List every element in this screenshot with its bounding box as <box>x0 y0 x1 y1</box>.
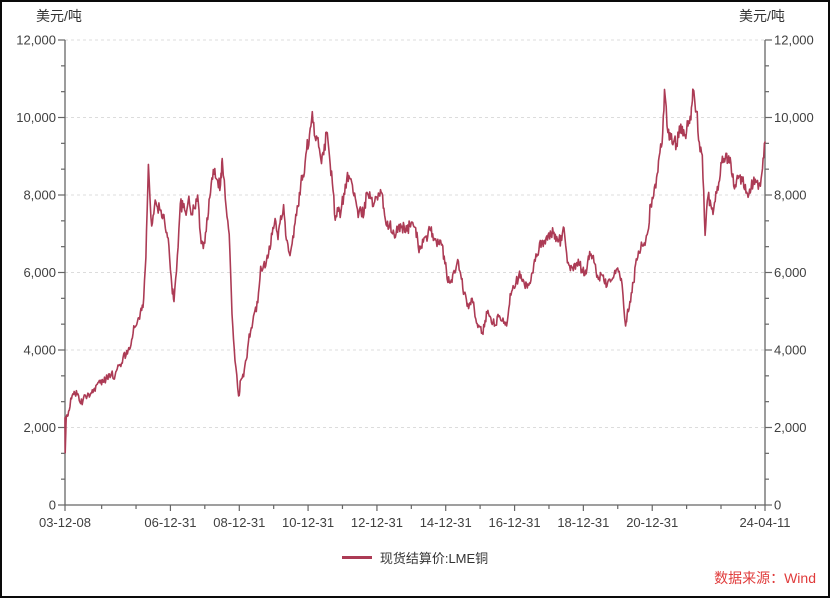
x-tick-label: 14-12-31 <box>420 515 472 530</box>
x-tick-label: 20-12-31 <box>626 515 678 530</box>
y-tick-label-right: 10,000 <box>774 110 814 125</box>
y-tick-label-right: 0 <box>774 498 781 513</box>
x-tick-label: 08-12-31 <box>213 515 265 530</box>
x-tick-label: 12-12-31 <box>351 515 403 530</box>
y-tick-label-left: 2,000 <box>23 420 56 435</box>
x-tick-label: 06-12-31 <box>144 515 196 530</box>
y-axis-unit-left: 美元/吨 <box>36 8 82 24</box>
source-note: 数据来源：Wind <box>714 570 816 586</box>
y-tick-label-right: 8,000 <box>774 188 807 203</box>
x-tick-label: 18-12-31 <box>557 515 609 530</box>
x-tick-label: 24-04-11 <box>739 515 790 530</box>
y-tick-label-left: 12,000 <box>16 33 56 48</box>
y-tick-label-left: 0 <box>49 498 56 513</box>
y-axis-unit-right: 美元/吨 <box>739 8 785 24</box>
y-tick-label-left: 6,000 <box>23 265 56 280</box>
legend: 现货结算价:LME铜 <box>0 548 830 567</box>
x-tick-label: 10-12-31 <box>282 515 334 530</box>
y-tick-label-left: 8,000 <box>23 188 56 203</box>
x-tick-label: 03-12-08 <box>39 515 91 530</box>
y-tick-label-right: 4,000 <box>774 343 807 358</box>
legend-label: 现货结算价:LME铜 <box>379 551 489 566</box>
legend-line-swatch <box>341 556 372 559</box>
x-tick-label: 16-12-31 <box>489 515 541 530</box>
y-tick-label-right: 6,000 <box>774 265 807 280</box>
y-tick-label-left: 4,000 <box>23 343 56 358</box>
y-tick-label-left: 10,000 <box>16 110 56 125</box>
y-tick-label-right: 12,000 <box>774 33 814 48</box>
y-tick-label-right: 2,000 <box>774 420 807 435</box>
price-line <box>64 88 766 454</box>
